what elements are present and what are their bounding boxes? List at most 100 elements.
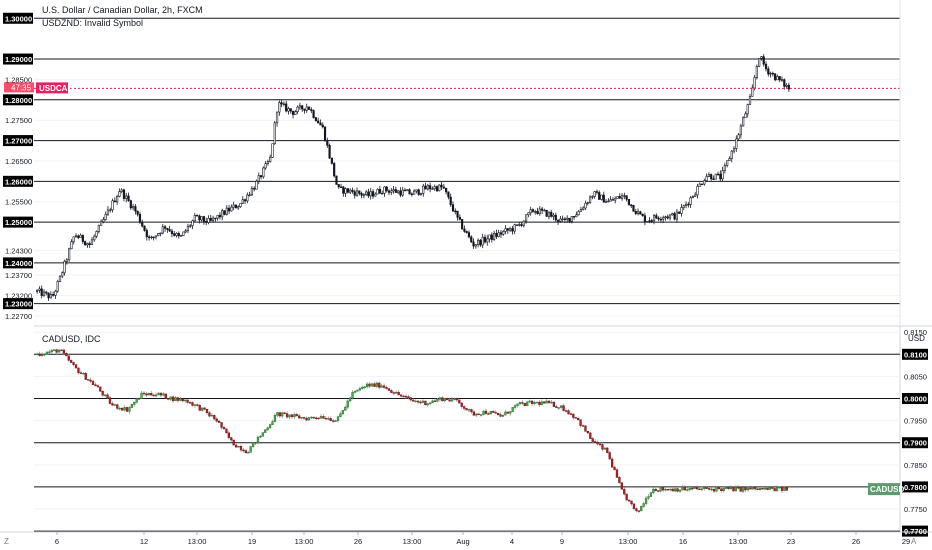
price-tick-label: 1.29000	[5, 55, 32, 64]
candle-body	[162, 393, 165, 396]
candle-body	[134, 206, 137, 212]
candle-body	[477, 239, 480, 245]
timezone-icon[interactable]: Z	[4, 537, 9, 546]
candle-body	[368, 383, 371, 387]
candle-body	[518, 224, 521, 226]
candle-body	[467, 409, 471, 411]
candle-body	[375, 382, 378, 387]
candle-body	[732, 487, 735, 492]
candle-body	[207, 217, 210, 223]
candle-body	[225, 428, 228, 434]
candle-body	[342, 186, 345, 194]
candle-body	[674, 488, 677, 492]
candle-body	[598, 192, 601, 200]
price-tick-label: 1.27000	[5, 137, 32, 146]
candle-body	[741, 487, 745, 492]
cadusd-candles	[36, 348, 788, 514]
candle-body	[301, 105, 304, 110]
candle-body	[506, 411, 509, 414]
candle-body	[271, 421, 274, 425]
candle-body	[547, 211, 551, 217]
candle-body	[290, 414, 294, 418]
candle-body	[356, 389, 359, 392]
candle-body	[74, 364, 78, 369]
candle-body	[195, 215, 199, 217]
candle-body	[669, 488, 672, 491]
candle-body	[332, 420, 335, 422]
candle-body	[525, 214, 528, 222]
candle-body	[559, 218, 562, 222]
candle-body	[780, 79, 784, 81]
cadusd-pane[interactable]: 0.8150 0.8100 0.8050 0.8000 0.7950 0.7900 0.78…	[34, 328, 928, 537]
candle-body	[454, 210, 457, 213]
candle-body	[211, 217, 215, 221]
candle-body	[392, 189, 395, 192]
candle-body	[424, 185, 427, 190]
candle-body	[632, 503, 636, 509]
candle-body	[225, 207, 228, 215]
candle-body	[380, 385, 383, 388]
candle-body	[460, 402, 463, 407]
candle-body	[361, 386, 364, 389]
candle-body	[582, 207, 585, 210]
usdcad-subtitle: USDZND: Invalid Symbol	[42, 18, 143, 28]
candle-body	[543, 209, 546, 212]
time-tick-label: 13:00	[729, 537, 748, 546]
candle-body	[684, 203, 688, 206]
candle-body	[744, 113, 747, 119]
candle-body	[298, 415, 301, 419]
candle-body	[472, 411, 476, 416]
candle-body	[246, 194, 249, 202]
candle-body	[712, 178, 715, 180]
candle-body	[413, 190, 416, 195]
candle-body	[344, 406, 347, 411]
candle-body	[170, 230, 174, 234]
candle-body	[564, 410, 568, 412]
candle-body	[250, 188, 254, 196]
candle-body	[89, 379, 92, 382]
candle-body	[556, 219, 560, 222]
candle-body	[433, 186, 436, 190]
time-axis[interactable]: 6 12 13:00 19 13:00 26 13:00 Aug 4 9 13:00 16 13:00 2…	[55, 532, 910, 546]
candle-body	[148, 236, 151, 238]
candle-body	[671, 213, 674, 216]
candle-body	[567, 410, 570, 415]
candle-body	[463, 406, 466, 409]
candle-body	[560, 405, 563, 408]
candle-body	[358, 388, 361, 391]
candle-body	[534, 211, 537, 213]
price-level-badge	[3, 53, 33, 65]
candle-body	[652, 488, 655, 494]
candle-body	[189, 225, 192, 227]
candle-body	[547, 400, 551, 403]
candle-body	[47, 292, 50, 299]
candle-body	[54, 290, 57, 296]
candle-body	[264, 163, 267, 169]
candle-body	[242, 449, 245, 452]
candle-body	[49, 294, 52, 299]
candle-body	[691, 487, 694, 490]
candle-body	[385, 387, 388, 389]
candle-body	[177, 233, 180, 237]
price-level-badge	[902, 481, 928, 493]
candle-body	[362, 194, 365, 196]
candle-body	[145, 393, 148, 396]
candle-body	[181, 398, 184, 402]
candle-body	[247, 452, 250, 454]
candle-body	[382, 385, 386, 388]
candle-body	[416, 400, 420, 403]
candle-body	[574, 417, 577, 419]
price-tick-label: 1.23700	[5, 271, 32, 280]
candle-body	[280, 102, 283, 105]
usdcad-pane[interactable]: 1.30000 1.29000 1.28500 1.28000 1.27500 1.270…	[3, 5, 900, 321]
candle-body	[234, 444, 238, 448]
candle-body	[135, 398, 138, 403]
candle-body	[470, 409, 473, 413]
candle-body	[218, 214, 222, 218]
auto-scale-button[interactable]: A	[911, 537, 917, 546]
candle-body	[771, 72, 774, 75]
candle-body	[611, 199, 615, 201]
candle-body	[727, 487, 730, 490]
candle-body	[150, 393, 153, 396]
